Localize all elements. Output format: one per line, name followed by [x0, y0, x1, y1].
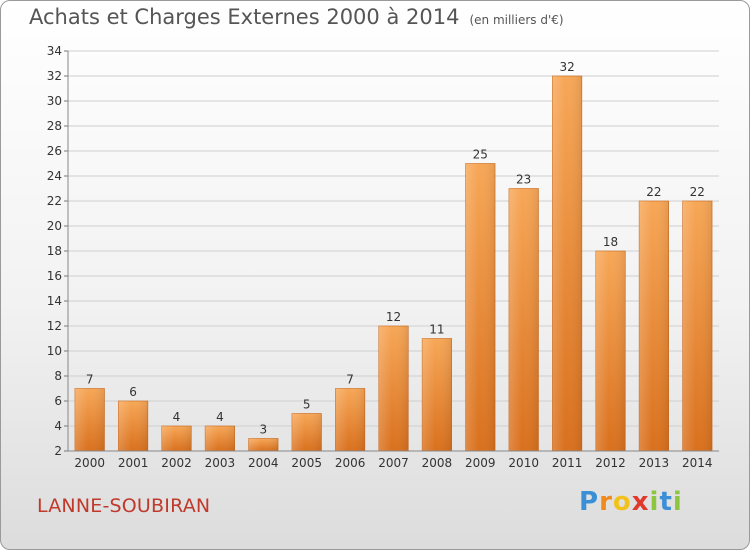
- data-labels: 7 6 4 4 3 5 7 12 11 25 23 32 18 22 22: [86, 60, 705, 437]
- value-label-2001: 6: [129, 385, 137, 399]
- xtick-label-2001: 2001: [118, 456, 149, 470]
- ytick-label-26: 26: [47, 144, 62, 158]
- value-label-2009: 25: [473, 148, 488, 162]
- logo-letter: i: [649, 487, 660, 517]
- bars: [74, 75, 713, 452]
- bar-sheen-2002: [161, 426, 192, 451]
- xtick-label-2005: 2005: [291, 456, 322, 470]
- bar-sheen-2013: [639, 201, 669, 451]
- xtick-label-2009: 2009: [465, 456, 496, 470]
- xtick-label-2011: 2011: [552, 456, 583, 470]
- ytick-label-20: 20: [47, 219, 62, 233]
- ytick-label-32: 32: [47, 69, 62, 83]
- logo-letter: i: [672, 487, 683, 517]
- bar-sheen-2007: [378, 326, 409, 451]
- xtick-label-2013: 2013: [639, 456, 670, 470]
- bar-sheen-2010: [508, 188, 539, 451]
- ytick-label-24: 24: [47, 169, 62, 183]
- value-label-2007: 12: [386, 310, 401, 324]
- ytick-label-18: 18: [47, 244, 62, 258]
- ytick-label-16: 16: [47, 269, 62, 283]
- chart-title: Achats et Charges Externes 2000 à 2014 (e…: [29, 5, 564, 29]
- xtick-label-2010: 2010: [508, 456, 539, 470]
- bar-sheen-2008: [422, 338, 452, 451]
- ytick-label-30: 30: [47, 94, 62, 108]
- ytick-label-12: 12: [47, 319, 62, 333]
- logo-letter: r: [599, 487, 613, 517]
- xtick-label-2012: 2012: [595, 456, 626, 470]
- title-unit: (en milliers d'€): [469, 13, 564, 27]
- value-label-2004: 3: [259, 423, 267, 437]
- ytick-label-22: 22: [47, 194, 62, 208]
- ytick-label-2: 2: [54, 444, 62, 458]
- ytick-label-14: 14: [47, 294, 62, 308]
- bar-sheen-2005: [291, 413, 322, 451]
- ytick-label-4: 4: [54, 419, 62, 433]
- proxiti-logo: Proxiti: [579, 487, 683, 517]
- value-label-2012: 18: [603, 235, 618, 249]
- bar-sheen-2014: [682, 201, 713, 451]
- value-label-2006: 7: [346, 373, 354, 387]
- value-label-2002: 4: [173, 410, 181, 424]
- value-label-2014: 22: [690, 185, 705, 199]
- logo-letter: t: [659, 487, 673, 517]
- xtick-label-2003: 2003: [205, 456, 236, 470]
- bar-sheen-2009: [465, 163, 496, 451]
- title-text: Achats et Charges Externes 2000 à 2014: [29, 5, 460, 29]
- bar-sheen-2003: [205, 426, 235, 451]
- value-label-2011: 32: [559, 60, 574, 74]
- xtick-label-2004: 2004: [248, 456, 279, 470]
- bar-sheen-2004: [248, 438, 279, 451]
- ytick-label-10: 10: [47, 344, 62, 358]
- bar-sheen-2001: [118, 401, 148, 451]
- value-label-2010: 23: [516, 173, 531, 187]
- ytick-label-8: 8: [54, 369, 62, 383]
- value-label-2005: 5: [303, 398, 311, 412]
- xtick-label-2007: 2007: [378, 456, 409, 470]
- xtick-label-2008: 2008: [422, 456, 453, 470]
- value-label-2000: 7: [86, 373, 94, 387]
- xtick-label-2000: 2000: [74, 456, 105, 470]
- logo-letter: P: [579, 487, 600, 517]
- bar-sheen-2000: [74, 388, 105, 451]
- logo-letter: x: [631, 487, 650, 517]
- xtick-label-2014: 2014: [682, 456, 713, 470]
- value-label-2013: 22: [646, 185, 661, 199]
- bar-sheen-2011: [552, 76, 582, 451]
- bar-sheen-2012: [595, 251, 626, 451]
- xtick-label-2006: 2006: [335, 456, 366, 470]
- value-label-2008: 11: [429, 323, 444, 337]
- bar-sheen-2006: [335, 388, 365, 451]
- ytick-label-28: 28: [47, 119, 62, 133]
- commune-name: LANNE-SOUBIRAN: [37, 495, 211, 517]
- xtick-label-2002: 2002: [161, 456, 192, 470]
- ytick-label-34: 34: [47, 44, 62, 58]
- ytick-label-6: 6: [54, 394, 62, 408]
- logo-letter: o: [612, 487, 632, 517]
- value-label-2003: 4: [216, 410, 224, 424]
